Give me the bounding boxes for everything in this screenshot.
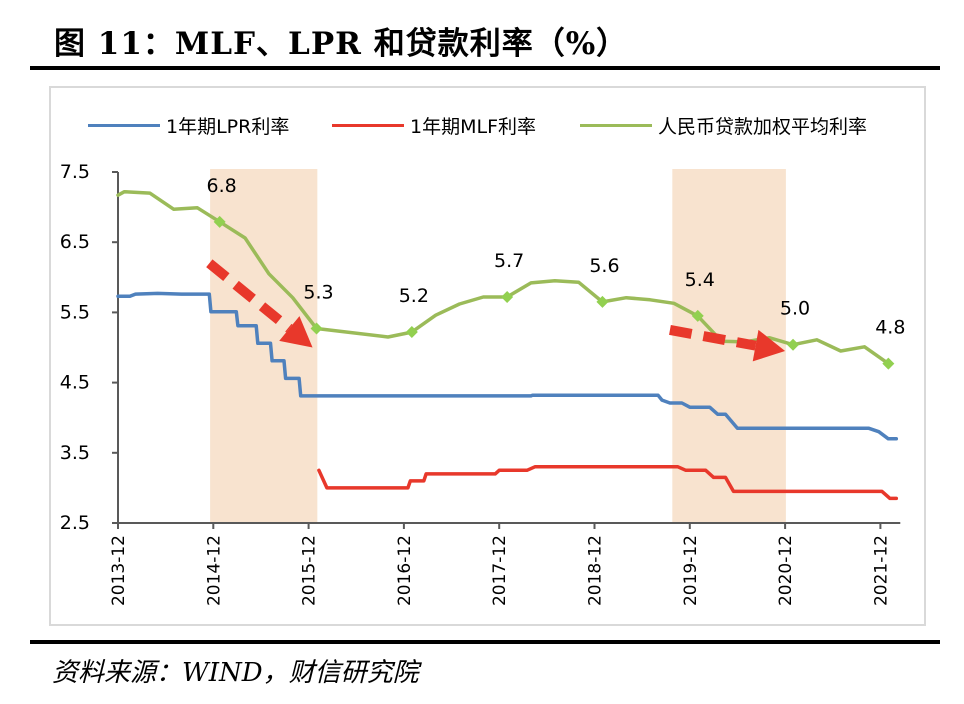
legend-label-lpr: 1年期LPR利率 <box>166 116 290 138</box>
series-line-lpr <box>116 291 899 441</box>
data-point-marker <box>596 295 609 308</box>
legend-label-mlf: 1年期MLF利率 <box>410 116 536 138</box>
figure-title: 图 11：MLF、LPR 和贷款利率（%） <box>54 26 629 62</box>
data-point-marker <box>310 322 323 335</box>
x-tick-label: 2017-12 <box>490 535 510 606</box>
y-tick-label: 5.5 <box>60 301 90 323</box>
y-tick-label: 6.5 <box>60 231 90 253</box>
data-label: 5.0 <box>780 298 810 320</box>
data-label: 4.8 <box>875 317 905 339</box>
data-point-marker <box>882 357 895 370</box>
data-label: 6.8 <box>207 175 237 197</box>
axes: 7.5 6.5 5.5 4.5 3.5 2.5 2013-12 2014-12 2015-12 2… <box>60 161 901 606</box>
data-point-marker <box>501 290 514 303</box>
trend-arrow-head-1 <box>279 316 313 348</box>
data-point-marker <box>405 326 418 339</box>
data-label: 5.4 <box>685 269 715 291</box>
x-tick-label: 2018-12 <box>586 535 606 606</box>
x-tick-label: 2013-12 <box>109 535 129 606</box>
trend-arrows <box>206 259 786 362</box>
data-label: 5.6 <box>589 255 619 277</box>
data-point-marker <box>691 309 704 322</box>
source-note: 资料来源：WIND，财信研究院 <box>52 658 419 688</box>
series-line-mlf <box>317 465 899 501</box>
data-label: 5.7 <box>494 250 524 272</box>
y-tick-label: 2.5 <box>60 512 90 534</box>
x-tick-label: 2019-12 <box>681 535 701 606</box>
x-tick-label: 2015-12 <box>300 535 320 606</box>
legend-item-lpr: 1年期LPR利率 <box>88 112 289 139</box>
legend-swatch-loan-rate <box>580 124 652 127</box>
bottom-rule <box>30 640 940 644</box>
y-tick-label: 4.5 <box>60 372 90 394</box>
legend-item-mlf: 1年期MLF利率 <box>332 112 536 139</box>
legend-label-loan-rate: 人民币贷款加权平均利率 <box>658 116 868 138</box>
data-label: 5.2 <box>399 285 429 307</box>
legend-swatch-mlf <box>332 124 404 127</box>
y-tick-label: 7.5 <box>60 161 90 183</box>
trend-arrow-head-2 <box>752 329 786 362</box>
data-label: 5.3 <box>303 282 333 304</box>
legend-swatch-lpr <box>88 124 160 127</box>
x-tick-label: 2016-12 <box>395 535 415 606</box>
data-point-marker <box>213 215 226 228</box>
y-tick-label: 3.5 <box>60 442 90 464</box>
legend-item-loan-rate: 人民币贷款加权平均利率 <box>580 112 867 139</box>
trend-arrow-shaft-1 <box>206 259 293 333</box>
trend-arrow-shaft-2 <box>669 325 757 351</box>
x-tick-label: 2020-12 <box>776 535 796 606</box>
shaded-period-1 <box>210 169 318 523</box>
data-labels: 6.8 5.3 5.2 5.7 5.6 5.4 5.0 4.8 <box>207 175 906 339</box>
top-rule <box>30 66 940 70</box>
data-point-marker <box>787 338 800 351</box>
x-tick-label: 2021-12 <box>871 535 891 606</box>
x-tick-label: 2014-12 <box>204 535 224 606</box>
